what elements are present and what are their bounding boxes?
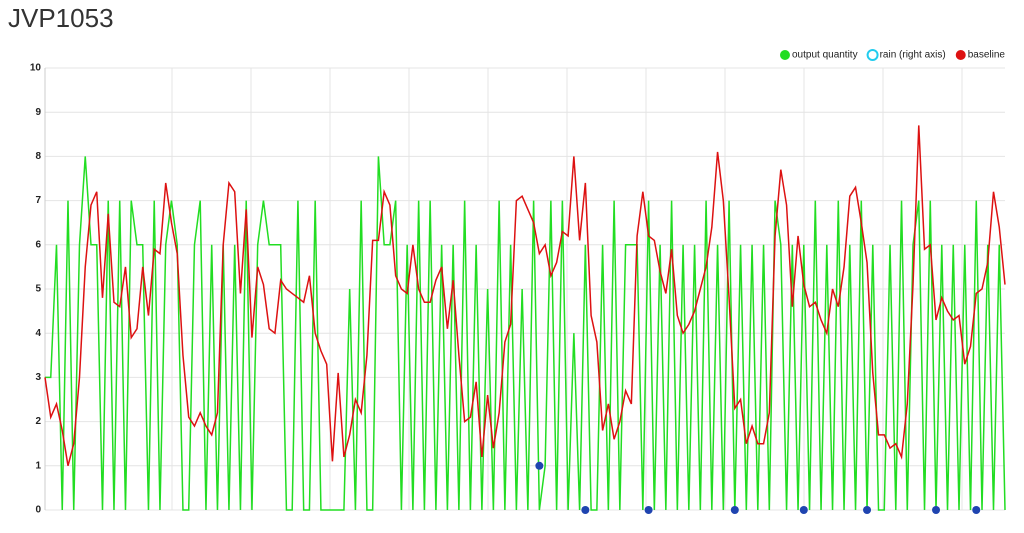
y-tick-label: 8 bbox=[35, 151, 41, 162]
legend-label: output quantity bbox=[792, 50, 858, 61]
y-tick-label: 2 bbox=[35, 416, 41, 427]
y-tick-label: 1 bbox=[35, 460, 41, 471]
legend-marker bbox=[779, 50, 790, 60]
rain-point bbox=[644, 506, 653, 514]
rain-point bbox=[799, 506, 808, 514]
y-tick-label: 0 bbox=[35, 505, 41, 516]
legend-marker bbox=[866, 49, 879, 61]
rain-point bbox=[863, 506, 872, 514]
chart-title: JVP1053 bbox=[8, 3, 114, 33]
rain-point bbox=[932, 506, 941, 514]
legend-label: rain (right axis) bbox=[880, 50, 946, 61]
y-tick-label: 9 bbox=[35, 107, 41, 118]
rain-point bbox=[730, 506, 739, 514]
series-line bbox=[45, 156, 1006, 511]
legend-label: baseline bbox=[968, 50, 1006, 61]
rain-point bbox=[972, 506, 981, 514]
y-tick-label: 7 bbox=[35, 195, 41, 206]
series-line bbox=[44, 125, 1006, 466]
y-tick-label: 10 bbox=[30, 63, 42, 74]
y-tick-label: 3 bbox=[35, 372, 41, 383]
y-tick-label: 4 bbox=[35, 328, 41, 339]
y-tick-label: 6 bbox=[35, 239, 41, 250]
y-tick-label: 5 bbox=[35, 284, 41, 295]
legend-marker bbox=[955, 50, 966, 60]
rain-point bbox=[535, 461, 544, 470]
rain-point bbox=[581, 506, 590, 514]
